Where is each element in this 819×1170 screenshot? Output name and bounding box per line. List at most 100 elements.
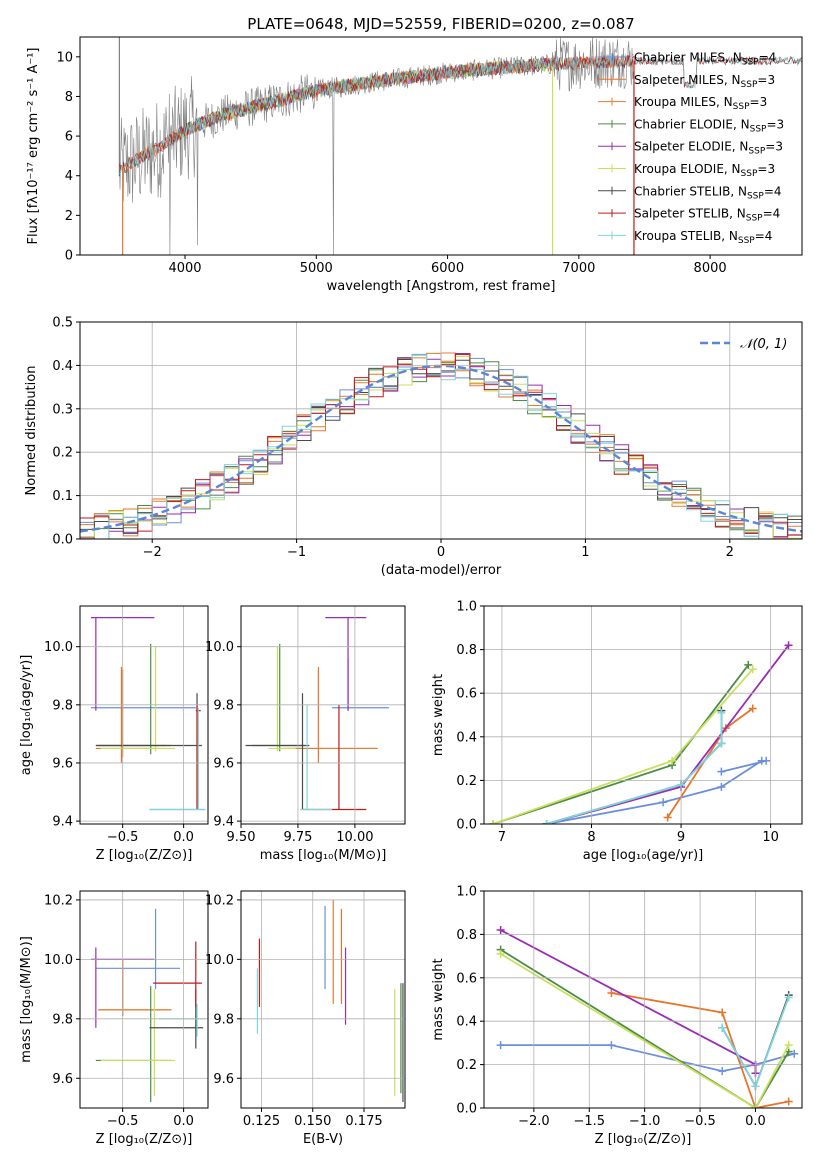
x-tick-label: −0.5: [107, 1114, 139, 1129]
mass-weight-point: [542, 820, 551, 824]
y-tick-label: 10.0: [205, 953, 234, 968]
y-tick-label: 0.0: [52, 533, 73, 548]
mass-weight-point: [718, 1067, 727, 1076]
point-errorbar: [286, 669, 376, 758]
x-tick-label: 4000: [168, 261, 201, 276]
mass-weight-line: [500, 929, 757, 1074]
y-tick-label: 0.3: [52, 402, 73, 417]
panel-massweight-vs-age: 7 8 9 10 0.0 0.2 0.4 0.6 0.8 1.0 age [log₁₀(age/yr…: [431, 600, 803, 863]
axes-frame: [79, 890, 209, 1109]
y-tick-label: 9.8: [213, 698, 234, 713]
y-tick-label: 1.0: [456, 885, 477, 900]
legend-label: Kroupa STELIB, NSSP=4: [634, 229, 772, 246]
mass-weight-point: [663, 813, 672, 822]
mass-weight-point: [748, 665, 757, 674]
x-tick-label: −1.5: [573, 1114, 605, 1129]
y-tick-label: 9.8: [52, 698, 73, 713]
y-axis-label: Normed distribution: [24, 366, 39, 496]
mass-weight-point: [748, 704, 757, 713]
y-tick-label: 10: [56, 50, 73, 65]
mass-weight-line: [721, 759, 767, 773]
y-tick-label: 0.6: [456, 687, 477, 702]
y-tick-label: 0.2: [52, 446, 73, 461]
legend-label: Salpeter MILES, NSSP=3: [634, 73, 775, 90]
y-tick-label: 0.8: [456, 643, 477, 658]
legend-label: Chabrier MILES, NSSP=4: [634, 51, 776, 68]
x-tick-label: 5000: [300, 261, 333, 276]
point-errorbar: [268, 646, 296, 752]
legend-label: Chabrier ELODIE, NSSP=3: [634, 117, 784, 134]
y-tick-label: 10.0: [44, 640, 73, 655]
mass-weight-point: [784, 1041, 793, 1050]
x-tick-label: 7000: [562, 261, 595, 276]
axes-frame: [483, 890, 803, 1109]
x-tick-label: 7: [498, 830, 506, 845]
panel-age-vs-mass: 9.50 9.75 10.00 9.4 9.6 9.8 10.0 mass [log₁₀(M/…: [205, 605, 406, 863]
model-spectrum: [119, 53, 802, 176]
axes-frame: [79, 605, 209, 825]
legend-label: Kroupa MILES, NSSP=3: [634, 95, 767, 112]
mass-weight-point: [607, 1041, 616, 1050]
x-tick-label: −1: [287, 545, 306, 560]
axes-frame: [240, 605, 406, 825]
mass-weight-line: [500, 953, 790, 1108]
mass-weight-point: [496, 1041, 505, 1050]
x-tick-label: 0.0: [173, 1114, 194, 1129]
mass-weight-point: [717, 739, 726, 748]
x-axis-label: Z [log₁₀(Z/Z⊙)]: [96, 848, 193, 863]
mass-weight-line: [546, 712, 723, 824]
x-axis-label: Z [log₁₀(Z/Z⊙)]: [595, 1132, 692, 1147]
y-tick-label: 6: [65, 130, 73, 145]
x-tick-label: 9: [677, 830, 685, 845]
y-tick-label: 10.0: [205, 640, 234, 655]
spectrum-legend: Chabrier MILES, NSSP=4 Salpeter MILES, NS…: [598, 51, 784, 246]
y-tick-label: 4: [65, 169, 73, 184]
x-tick-label: 10.00: [336, 830, 373, 845]
model-spectrum: [119, 54, 802, 174]
legend-label: Kroupa ELODIE, NSSP=3: [634, 162, 775, 179]
x-tick-label: 8: [587, 830, 595, 845]
point-errorbar: [95, 643, 172, 755]
x-tick-label: 0.125: [243, 1114, 280, 1129]
x-tick-label: 9.50: [227, 830, 256, 845]
y-tick-label: 1.0: [456, 600, 477, 615]
figure-title: PLATE=0648, MJD=52559, FIBERID=0200, z=0…: [247, 15, 634, 33]
plot-area: [256, 899, 404, 1103]
x-tick-label: 0.0: [745, 1114, 766, 1129]
model-spectrum: [122, 53, 634, 173]
x-tick-label: −0.5: [684, 1114, 716, 1129]
point-errorbar: [153, 941, 202, 1007]
mass-weight-line: [666, 707, 754, 818]
plot-area: [90, 908, 206, 1103]
mass-weight-line: [500, 1044, 795, 1073]
mass-weight-point: [744, 660, 753, 669]
plot-area: [118, 37, 802, 255]
x-tick-label: 0.150: [294, 1114, 331, 1129]
axes-frame: [79, 36, 803, 256]
y-tick-label: 0.5: [52, 316, 73, 331]
y-tick-label: 0.4: [52, 359, 73, 374]
y-tick-label: 0.8: [456, 928, 477, 943]
legend-label: Salpeter ELODIE, NSSP=3: [634, 140, 783, 157]
y-tick-label: 0.4: [456, 730, 477, 745]
point-errorbar: [100, 989, 176, 1097]
y-tick-label: 9.8: [213, 1012, 234, 1027]
mass-weight-line: [546, 760, 763, 824]
point-errorbar: [325, 617, 367, 711]
mass-weight-point: [790, 1049, 799, 1058]
point-errorbar: [95, 986, 172, 1103]
x-tick-label: 8000: [694, 261, 727, 276]
y-tick-label: 0.2: [456, 1058, 477, 1073]
mass-weight-point: [784, 993, 793, 1002]
mass-weight-point: [717, 767, 726, 776]
y-tick-label: 9.6: [52, 1072, 73, 1087]
mass-weight-point: [718, 1023, 727, 1032]
point-errorbar: [300, 704, 333, 811]
y-tick-label: 0.6: [456, 971, 477, 986]
y-axis-label: Flux [fλ10⁻¹⁷ erg cm⁻² s⁻¹ A⁻¹]: [26, 48, 41, 245]
y-tick-label: 9.6: [213, 1072, 234, 1087]
x-axis-label: wavelength [Angstrom, rest frame]: [327, 279, 556, 294]
y-tick-label: 0.2: [456, 774, 477, 789]
y-tick-label: 9.6: [52, 756, 73, 771]
y-axis-label: mass weight: [431, 958, 446, 1040]
